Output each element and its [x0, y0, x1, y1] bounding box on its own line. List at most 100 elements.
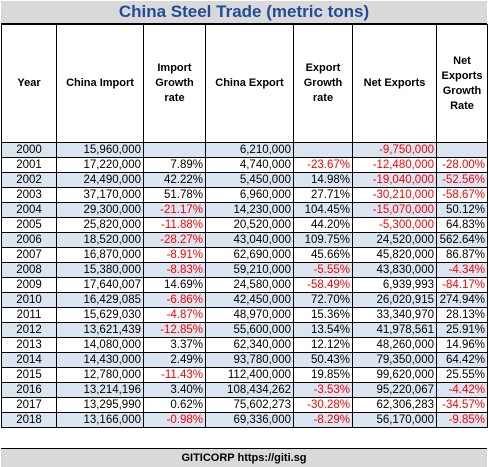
cell-net-exports: 24,520,000	[352, 232, 437, 248]
header-row: Year China Import Import Growth rate Chi…	[1, 24, 488, 143]
cell-import-growth: 3.37%	[143, 337, 206, 353]
cell-china-export: 6,960,000	[205, 187, 294, 203]
cell-china-import: 18,520,000	[56, 232, 144, 248]
cell-china-import: 17,220,000	[56, 157, 144, 173]
cell-china-export: 20,520,000	[205, 217, 294, 233]
cell-china-import: 29,300,000	[56, 202, 144, 218]
cell-china-import: 14,430,000	[56, 352, 144, 368]
cell-net-exports: 41,978,561	[352, 322, 437, 338]
cell-net-growth: 64.83%	[436, 217, 488, 233]
cell-import-growth: 14.69%	[143, 277, 206, 293]
table-title: China Steel Trade (metric tons)	[1, 1, 487, 24]
cell-net-growth: -34.57%	[436, 397, 488, 413]
cell-net-growth: 274.94%	[436, 292, 488, 308]
cell-net-exports: 48,260,000	[352, 337, 437, 353]
cell-china-export: 59,210,000	[205, 262, 294, 278]
cell-import-growth: -0.98%	[143, 412, 206, 428]
cell-import-growth: 0.62%	[143, 397, 206, 413]
cell-import-growth: 2.49%	[143, 352, 206, 368]
cell-china-import: 17,640,007	[56, 277, 144, 293]
cell-china-export: 42,450,000	[205, 292, 294, 308]
cell-export-growth: -8.29%	[293, 412, 353, 428]
cell-china-export: 6,210,000	[205, 142, 294, 158]
cell-net-exports: -9,750,000	[352, 142, 437, 158]
cell-china-import: 13,214,196	[56, 382, 144, 398]
cell-china-import: 16,870,000	[56, 247, 144, 263]
table-row: 2016 13,214,196 3.40% 108,434,262 -3.53% 95,2…	[1, 382, 488, 398]
cell-year: 2014	[1, 352, 57, 368]
table-row: 2001 17,220,000 7.89% 4,740,000 -23.67% -12,4…	[1, 157, 488, 173]
cell-china-export: 14,230,000	[205, 202, 294, 218]
cell-net-exports: 99,620,000	[352, 367, 437, 383]
table-row: 2013 14,080,000 3.37% 62,340,000 12.12% 48,26…	[1, 337, 488, 353]
cell-china-export: 62,340,000	[205, 337, 294, 353]
cell-china-import: 12,780,000	[56, 367, 144, 383]
cell-china-import: 13,166,000	[56, 412, 144, 428]
cell-export-growth: 27.71%	[293, 187, 353, 203]
cell-export-growth: 13.54%	[293, 322, 353, 338]
cell-year: 2018	[1, 412, 57, 428]
table-row: 2015 12,780,000 -11.43% 112,400,000 19.85% 99…	[1, 367, 488, 383]
cell-china-import: 13,621,439	[56, 322, 144, 338]
cell-export-growth: 12.12%	[293, 337, 353, 353]
cell-net-growth: 64.42%	[436, 352, 488, 368]
header-china-import: China Import	[56, 24, 144, 143]
cell-export-growth: -23.67%	[293, 157, 353, 173]
cell-china-export: 24,580,000	[205, 277, 294, 293]
cell-net-growth: -4.42%	[436, 382, 488, 398]
cell-export-growth: -3.53%	[293, 382, 353, 398]
cell-export-growth: 44.20%	[293, 217, 353, 233]
header-export-growth: Export Growth rate	[293, 24, 353, 143]
cell-china-import: 15,960,000	[56, 142, 144, 158]
cell-import-growth: -4.87%	[143, 307, 206, 323]
cell-export-growth: 109.75%	[293, 232, 353, 248]
cell-china-export: 5,450,000	[205, 172, 294, 188]
cell-china-export: 75,602,273	[205, 397, 294, 413]
cell-export-growth: 104.45%	[293, 202, 353, 218]
cell-export-growth: -30.28%	[293, 397, 353, 413]
cell-china-import: 15,629,030	[56, 307, 144, 323]
cell-net-exports: 26,020,915	[352, 292, 437, 308]
cell-china-export: 112,400,000	[205, 367, 294, 383]
header-china-export: China Export	[205, 24, 294, 143]
cell-year: 2011	[1, 307, 57, 323]
cell-import-growth: -28.27%	[143, 232, 206, 248]
table-row: 2018 13,166,000 -0.98% 69,336,000 -8.29% 56,1…	[1, 412, 488, 428]
cell-net-growth: -9.85%	[436, 412, 488, 428]
cell-china-import: 25,820,000	[56, 217, 144, 233]
cell-import-growth: 51.78%	[143, 187, 206, 203]
cell-china-export: 62,690,000	[205, 247, 294, 263]
cell-net-exports: 45,820,000	[352, 247, 437, 263]
cell-import-growth: -8.83%	[143, 262, 206, 278]
cell-china-export: 55,600,000	[205, 322, 294, 338]
cell-china-import: 24,490,000	[56, 172, 144, 188]
table-row: 2007 16,870,000 -8.91% 62,690,000 45.66% 45,8…	[1, 247, 488, 263]
cell-net-exports: 79,350,000	[352, 352, 437, 368]
cell-year: 2017	[1, 397, 57, 413]
header-import-growth: Import Growth rate	[143, 24, 206, 143]
cell-year: 2007	[1, 247, 57, 263]
cell-import-growth: -6.86%	[143, 292, 206, 308]
cell-net-exports: 6,939,993	[352, 277, 437, 293]
cell-china-export: 48,970,000	[205, 307, 294, 323]
cell-year: 2000	[1, 142, 57, 158]
cell-net-exports: -5,300,000	[352, 217, 437, 233]
cell-import-growth: -21.17%	[143, 202, 206, 218]
cell-export-growth: 19.85%	[293, 367, 353, 383]
cell-net-exports: 95,220,067	[352, 382, 437, 398]
cell-net-growth: -28.00%	[436, 157, 488, 173]
cell-year: 2005	[1, 217, 57, 233]
cell-year: 2002	[1, 172, 57, 188]
table-row: 2012 13,621,439 -12.85% 55,600,000 13.54% 41,…	[1, 322, 488, 338]
cell-export-growth: 14.98%	[293, 172, 353, 188]
cell-export-growth: 50.43%	[293, 352, 353, 368]
table-row: 2011 15,629,030 -4.87% 48,970,000 15.36% 33,3…	[1, 307, 488, 323]
cell-year: 2010	[1, 292, 57, 308]
table-row: 2009 17,640,007 14.69% 24,580,000 -58.49% 6,9…	[1, 277, 488, 293]
cell-net-growth: 28.13%	[436, 307, 488, 323]
cell-net-growth: 14.96%	[436, 337, 488, 353]
cell-export-growth: 45.66%	[293, 247, 353, 263]
steel-trade-table: Year China Import Import Growth rate Chi…	[1, 24, 488, 428]
cell-net-growth	[436, 142, 488, 158]
cell-china-import: 14,080,000	[56, 337, 144, 353]
